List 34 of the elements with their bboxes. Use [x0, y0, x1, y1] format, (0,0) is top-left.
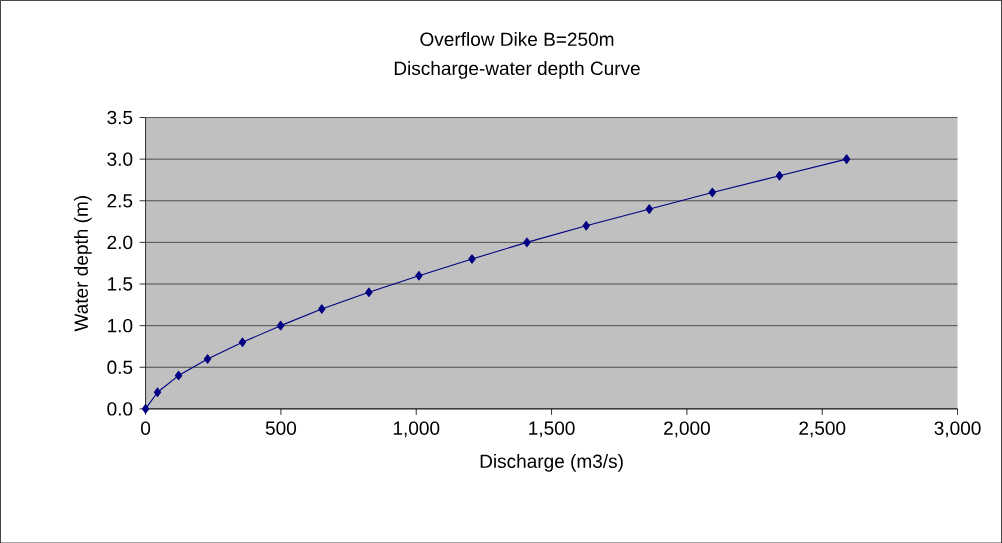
x-tick-label: 0	[141, 421, 151, 435]
y-tick-label: 2.5	[107, 193, 133, 208]
x-axis-title: Discharge (m3/s)	[480, 453, 623, 472]
point	[708, 187, 717, 197]
point	[415, 270, 423, 281]
x-tick-label: 500	[265, 421, 297, 435]
y-tick-label: 1.0	[108, 318, 133, 333]
y-tick-label: 3.0	[107, 152, 133, 166]
x-tick-label: 2,000	[664, 421, 710, 437]
x-tick-label: 2,500	[799, 421, 846, 437]
point	[365, 287, 373, 297]
point	[318, 304, 326, 314]
x-tick-label: 1,000	[393, 421, 440, 437]
point	[645, 204, 653, 214]
point	[174, 370, 183, 381]
point	[468, 254, 476, 264]
point	[582, 220, 590, 231]
point	[203, 353, 212, 364]
chart-title: Overflow Dike B=250m Discharge-water depth Curve	[394, 31, 640, 79]
point	[141, 403, 150, 414]
point	[153, 387, 162, 397]
point	[842, 154, 851, 164]
y-tick-label: 2.0	[107, 235, 133, 249]
y-tick-label: 3.5	[107, 110, 133, 125]
point	[523, 237, 531, 247]
point	[238, 337, 247, 347]
point	[775, 170, 784, 181]
point	[276, 320, 285, 331]
x-tick-label: 3,000	[934, 421, 981, 437]
y-tick-label: 1.5	[108, 277, 133, 291]
y-axis-title: Water depth (m)	[73, 195, 92, 332]
x-tick-label: 1,500	[529, 421, 575, 437]
y-tick-label: 0.5	[107, 360, 133, 374]
y-tick-label: 0.0	[107, 401, 133, 416]
